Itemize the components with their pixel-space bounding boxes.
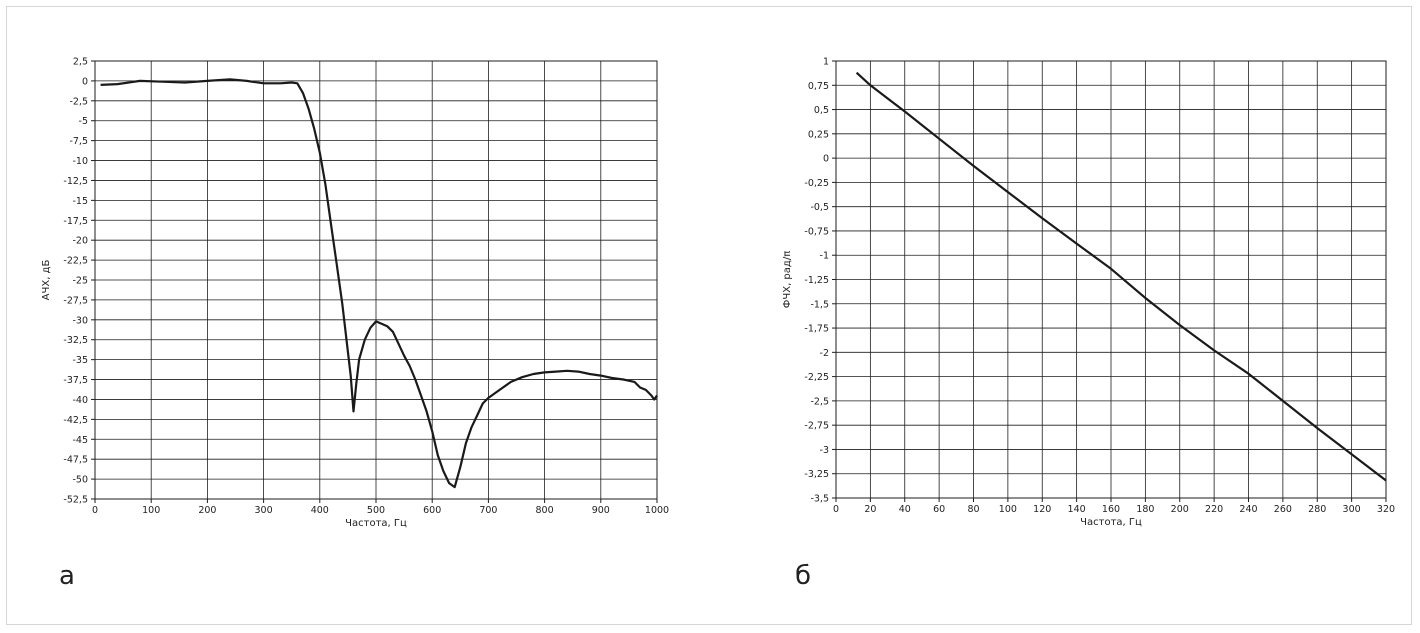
phase-tick-label-x-5: 100	[999, 504, 1017, 515]
amp-x-axis-title: Частота, Гц	[345, 518, 407, 529]
amp-plot-border	[94, 60, 658, 500]
phase-tick-label-x-15: 300	[1343, 504, 1361, 515]
phase-series-line-0	[855, 71, 1387, 482]
amp-series-line-0	[100, 78, 658, 489]
phase-tick-label-y-12: -2	[820, 348, 829, 359]
phase-tick-label-x-3: 60	[933, 504, 945, 515]
phase-tick-label-y-5: -0,25	[804, 178, 829, 189]
amp-tick-label-x-8: 800	[536, 505, 554, 516]
chart-phase-svg: 0 20 40 60 80 100 120 140 160 180 200 220 240 260 280 3…	[782, 57, 1395, 529]
phase-tick-label-y-8: -1	[820, 251, 829, 262]
amp-tick-label-x-7: 700	[479, 505, 497, 516]
amp-tick-label-y-16: -37,5	[63, 375, 88, 386]
amp-tick-label-y-17: -40	[72, 395, 88, 406]
amp-tick-label-x-3: 300	[255, 505, 273, 516]
phase-tick-label-y-3: 0,25	[808, 129, 829, 140]
amp-tick-label-y-13: -30	[72, 315, 88, 326]
amp-tick-label-x-0: 0	[92, 505, 98, 516]
amp-tick-label-y-8: -17,5	[63, 216, 88, 227]
chart-amplitude-svg: 0 100 200 300 400 500 600 700 800 900 1000 2,5 0 -2,5…	[41, 57, 669, 530]
panel-label-a: а	[59, 561, 75, 591]
phase-tick-label-x-13: 260	[1274, 504, 1292, 515]
phase-tick-label-x-16: 320	[1377, 504, 1395, 515]
panel-label-b: б	[795, 561, 812, 591]
phase-tick-label-y-16: -3	[820, 445, 829, 456]
figure-frame: 0 100 200 300 400 500 600 700 800 900 1000 2,5 0 -2,5…	[6, 6, 1412, 625]
amp-tick-label-y-19: -45	[72, 435, 88, 446]
phase-tick-label-x-6: 120	[1033, 504, 1051, 515]
amp-tick-label-y-20: -47,5	[63, 455, 88, 466]
amp-tick-label-y-18: -42,5	[63, 415, 88, 426]
phase-tick-label-y-13: -2,25	[804, 372, 829, 383]
amp-tick-label-y-14: -32,5	[63, 335, 88, 346]
phase-tick-label-x-12: 240	[1239, 504, 1257, 515]
phase-tick-label-y-1: 0,75	[808, 81, 829, 92]
amp-tick-label-y-15: -35	[72, 355, 88, 366]
phase-tick-label-y-9: -1,25	[804, 275, 829, 286]
amp-tick-label-y-6: -12,5	[63, 176, 88, 187]
amp-tick-label-y-2: -2,5	[69, 96, 88, 107]
phase-tick-label-y-4: 0	[823, 154, 829, 165]
amp-tick-label-x-2: 200	[198, 505, 216, 516]
amp-tick-label-y-22: -52,5	[63, 495, 88, 506]
phase-tick-label-x-10: 200	[1171, 504, 1189, 515]
phase-tick-label-y-14: -2,5	[810, 396, 829, 407]
amp-y-axis-title: АЧХ, дБ	[41, 260, 52, 301]
phase-tick-label-y-6: -0,5	[810, 202, 829, 213]
phase-tick-label-y-11: -1,75	[804, 324, 829, 335]
amp-tick-label-y-9: -20	[72, 236, 88, 247]
phase-tick-label-y-15: -2,75	[804, 421, 829, 432]
amp-tick-label-y-0: 2,5	[73, 57, 88, 68]
amp-tick-label-x-6: 600	[423, 505, 441, 516]
phase-tick-label-x-7: 140	[1068, 504, 1086, 515]
phase-tick-label-x-9: 180	[1136, 504, 1154, 515]
phase-tick-label-y-10: -1,5	[810, 299, 829, 310]
amp-tick-label-y-4: -7,5	[69, 136, 88, 147]
phase-tick-label-x-1: 20	[864, 504, 876, 515]
chart-amplitude-response: 0 100 200 300 400 500 600 700 800 900 1000 2,5 0 -2,5…	[7, 7, 707, 552]
amp-tick-label-y-7: -15	[72, 196, 88, 207]
amp-tick-label-y-3: -5	[79, 116, 88, 127]
phase-tick-label-y-18: -3,5	[810, 494, 829, 505]
phase-tick-label-x-14: 280	[1308, 504, 1326, 515]
phase-tick-label-y-0: 1	[823, 57, 829, 68]
amp-tick-label-x-9: 900	[592, 505, 610, 516]
phase-tick-label-y-2: 0,5	[814, 105, 829, 116]
chart-phase-response: 0 20 40 60 80 100 120 140 160 180 200 220 240 260 280 3…	[747, 7, 1407, 552]
phase-y-axis-title: ФЧХ, рад/π	[782, 251, 793, 308]
amp-tick-label-y-11: -25	[72, 276, 88, 287]
amp-tick-label-y-21: -50	[72, 475, 88, 486]
phase-tick-label-x-11: 220	[1205, 504, 1223, 515]
amp-tick-label-y-10: -22,5	[63, 256, 88, 267]
phase-tick-label-x-0: 0	[833, 504, 839, 515]
phase-tick-label-x-8: 160	[1102, 504, 1120, 515]
phase-tick-label-x-4: 80	[967, 504, 979, 515]
phase-tick-label-y-7: -0,75	[804, 226, 829, 237]
amp-tick-label-y-1: 0	[82, 76, 88, 87]
amp-tick-label-x-10: 1000	[645, 505, 669, 516]
phase-tick-label-y-17: -3,25	[804, 469, 829, 480]
amp-tick-label-y-12: -27,5	[63, 295, 88, 306]
amp-tick-label-x-5: 500	[367, 505, 385, 516]
phase-tick-label-x-2: 40	[899, 504, 911, 515]
phase-x-axis-title: Частота, Гц	[1080, 517, 1142, 528]
phase-plot-border	[835, 60, 1387, 499]
amp-tick-label-x-1: 100	[142, 505, 160, 516]
amp-tick-label-y-5: -10	[72, 156, 88, 167]
amp-tick-label-x-4: 400	[311, 505, 329, 516]
